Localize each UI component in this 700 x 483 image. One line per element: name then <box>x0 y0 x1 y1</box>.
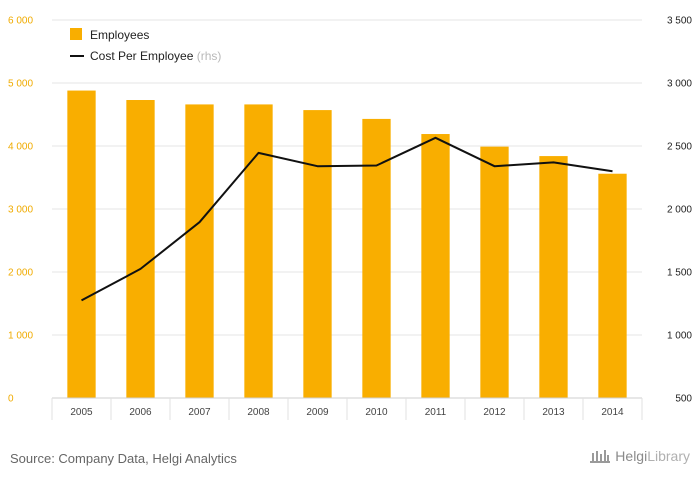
legend-label-employees: Employees <box>90 28 149 42</box>
x-axis-tick-label: 2011 <box>425 407 447 418</box>
x-axis-tick-label: 2014 <box>601 407 624 418</box>
right-axis-tick-label: 500 <box>675 394 692 405</box>
bar-series-employees <box>67 90 627 399</box>
left-axis-tick-labels: 0 1 000 2 000 3 000 4 000 5 000 6 000 <box>8 16 33 405</box>
bar <box>67 90 96 398</box>
bar <box>421 134 450 398</box>
bar <box>303 110 332 398</box>
legend: Employees Cost Per Employee (rhs) <box>70 28 221 63</box>
bar <box>480 146 509 398</box>
bar <box>598 173 627 398</box>
left-axis-tick-label: 6 000 <box>8 16 33 27</box>
left-axis-tick-label: 1 000 <box>8 331 33 342</box>
x-axis-tick-label: 2009 <box>306 407 329 418</box>
left-axis-tick-label: 5 000 <box>8 79 33 90</box>
x-axis-tick-label: 2010 <box>365 407 388 418</box>
source-note: Source: Company Data, Helgi Analytics <box>10 451 237 466</box>
x-axis-tick-label: 2007 <box>188 407 211 418</box>
legend-swatch-employees <box>70 28 82 40</box>
right-axis-tick-label: 3 500 <box>667 16 692 27</box>
legend-series-name: Cost Per Employee <box>90 49 194 63</box>
bar <box>126 100 155 398</box>
bar <box>244 104 273 399</box>
right-axis-tick-label: 3 000 <box>667 79 692 90</box>
bar <box>185 104 214 399</box>
left-axis-tick-label: 3 000 <box>8 205 33 216</box>
logo-text-library: Library <box>647 448 690 464</box>
x-axis-tick-label: 2013 <box>542 407 565 418</box>
right-axis-tick-label: 1 000 <box>667 331 692 342</box>
x-axis-tick-label: 2012 <box>483 407 506 418</box>
combo-chart: 0 1 000 2 000 3 000 4 000 5 000 6 000 500 1 000… <box>8 16 692 420</box>
logo-text-helgi: Helgi <box>615 448 648 464</box>
legend-rhs-note: (rhs) <box>197 49 222 63</box>
left-axis-tick-label: 0 <box>8 394 14 405</box>
x-axis-tick-label: 2005 <box>70 407 93 418</box>
x-axis-tick-label: 2008 <box>247 407 270 418</box>
series-line <box>81 136 613 302</box>
left-axis-tick-label: 2 000 <box>8 268 33 279</box>
helgi-library-logo: HelgiLibrary <box>589 448 690 464</box>
right-axis-tick-label: 2 000 <box>667 205 692 216</box>
left-axis-tick-label: 4 000 <box>8 142 33 153</box>
right-axis-tick-labels: 500 1 000 1 500 2 000 2 500 3 000 3 500 <box>667 16 692 405</box>
line-series-cost-per-employee <box>81 136 613 302</box>
right-axis-tick-label: 1 500 <box>667 268 692 279</box>
x-axis-tick-label: 2006 <box>129 407 152 418</box>
x-axis: 2005 2006 2007 2008 2009 2010 2011 2012 2013 2014 <box>51 397 643 420</box>
legend-label-cost-per-employee: Cost Per Employee (rhs) <box>90 49 221 63</box>
right-axis-tick-label: 2 500 <box>667 142 692 153</box>
bar <box>539 156 568 398</box>
library-building-icon <box>590 450 611 463</box>
